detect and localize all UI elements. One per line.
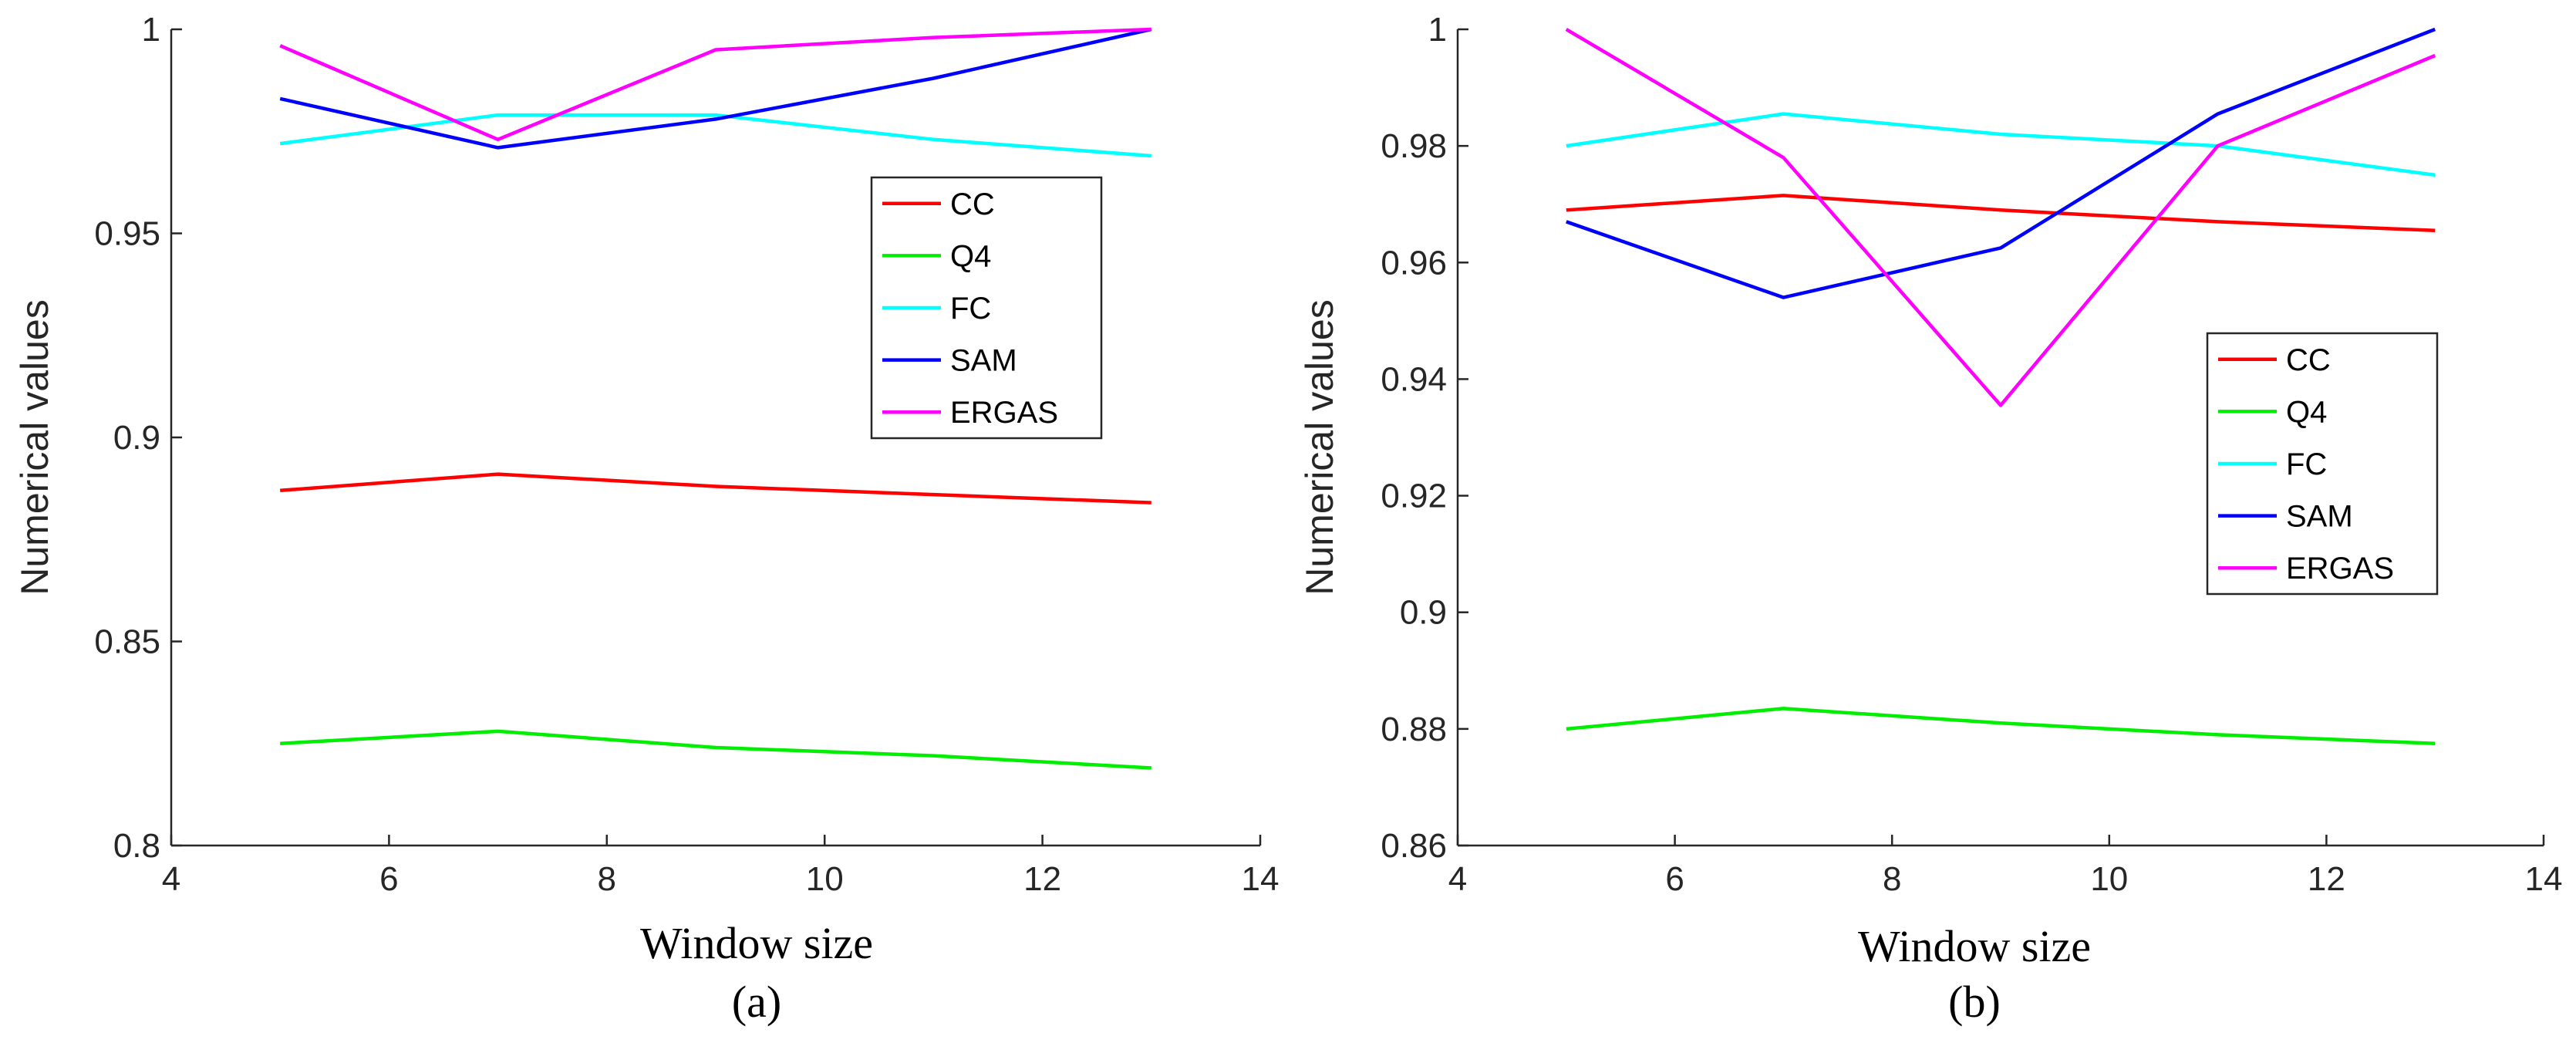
- y-tick-label: 0.88: [1381, 711, 1447, 748]
- chart-panel-b: Numerical values Window size (b) 4 6 8 10 12…: [1298, 11, 2562, 1027]
- x-axis-label: Window size: [1858, 921, 2091, 971]
- y-tick-label: 0.86: [1381, 827, 1447, 865]
- y-tick-label: 0.8: [113, 827, 160, 865]
- legend-label: CC: [2286, 343, 2331, 377]
- x-tick-label: 4: [1448, 860, 1467, 898]
- y-tick-label: 0.94: [1381, 360, 1447, 398]
- series-line-ergas: [1565, 28, 2436, 407]
- legend-label: ERGAS: [2286, 552, 2394, 586]
- x-tick-label: 6: [379, 860, 398, 898]
- x-tick-label: 12: [2308, 860, 2345, 898]
- y-tick-label: 0.96: [1381, 244, 1447, 282]
- y-tick-label: 0.95: [94, 215, 160, 253]
- legend-label: SAM: [2286, 500, 2353, 534]
- y-tick-label: 0.85: [94, 623, 160, 661]
- x-tick-label: 8: [598, 860, 616, 898]
- legend: CC Q4 FC SAM ERGAS: [2206, 332, 2439, 596]
- panel-caption: (a): [732, 977, 781, 1027]
- legend-label: Q4: [950, 239, 991, 273]
- y-tick-label: 0.98: [1381, 127, 1447, 165]
- x-tick-label: 14: [1242, 860, 1280, 898]
- legend-label: ERGAS: [950, 396, 1058, 430]
- y-tick-label: 1: [142, 11, 160, 49]
- y-tick-label: 0.9: [113, 419, 160, 457]
- x-tick-label: 10: [2090, 860, 2128, 898]
- axes: 4 6 8 10 12 14 0.86 0.88 0.9 0.92 0.94 0.96 0.98 1: [1381, 11, 2562, 898]
- series-line-q4: [280, 729, 1151, 770]
- legend-label: FC: [950, 292, 991, 326]
- legend-label: CC: [950, 187, 995, 221]
- axes: 4 6 8 10 12 14 0.8 0.85 0.9 0.95 1: [94, 11, 1279, 898]
- legend: CC Q4 FC SAM ERGAS: [870, 176, 1103, 440]
- series-line-ergas: [279, 27, 1151, 142]
- x-tick-label: 8: [1883, 860, 1901, 898]
- y-tick-label: 0.92: [1381, 478, 1447, 515]
- chart-panel-a: Numerical values Window size (a) 4 6 8 10 12…: [13, 11, 1279, 1027]
- series-line-q4: [1566, 707, 2436, 746]
- series-line-fc: [1566, 112, 2436, 177]
- x-tick-label: 4: [162, 860, 180, 898]
- y-tick-label: 1: [1428, 11, 1447, 49]
- series-line-sam: [279, 27, 1152, 150]
- x-tick-label: 6: [1665, 860, 1684, 898]
- x-tick-label: 14: [2525, 860, 2563, 898]
- legend-label: FC: [2286, 447, 2327, 481]
- panel-caption: (b): [1948, 977, 2001, 1027]
- y-axis-label: Numerical values: [1298, 299, 1341, 595]
- x-tick-label: 10: [806, 860, 844, 898]
- legend-label: SAM: [950, 344, 1017, 378]
- series-line-sam: [1566, 27, 2436, 299]
- series-line-fc: [279, 113, 1151, 158]
- y-axis-label: Numerical values: [13, 299, 56, 595]
- x-tick-label: 12: [1023, 860, 1061, 898]
- x-axis-label: Window size: [640, 918, 873, 968]
- y-tick-label: 0.9: [1400, 594, 1447, 632]
- legend-label: Q4: [2286, 395, 2327, 429]
- series-line-cc: [1566, 194, 2436, 232]
- series-line-cc: [280, 472, 1151, 505]
